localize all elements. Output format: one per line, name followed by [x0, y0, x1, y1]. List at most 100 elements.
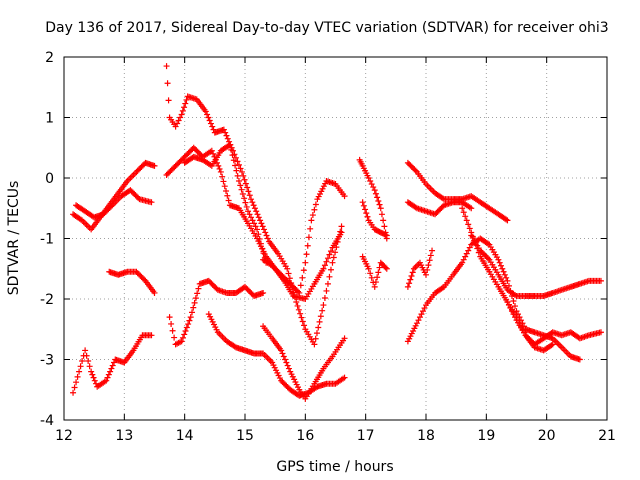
data-point [225, 142, 232, 149]
data-point [460, 209, 467, 216]
data-point [332, 249, 339, 256]
series-arc-13 [359, 199, 390, 239]
data-point [299, 318, 306, 325]
data-point [208, 147, 215, 154]
data-point [76, 368, 83, 375]
data-point [413, 320, 420, 327]
data-point [246, 192, 253, 199]
data-point [279, 350, 286, 357]
data-point [312, 335, 319, 342]
data-point [302, 259, 309, 266]
data-point [251, 205, 258, 212]
data-point [459, 259, 466, 266]
data-point [85, 358, 92, 365]
data-point [257, 240, 264, 247]
data-point [301, 322, 308, 329]
data-point [504, 299, 511, 306]
data-point [192, 295, 199, 302]
data-point [91, 377, 98, 384]
data-point [308, 217, 315, 224]
series-arc-14 [359, 253, 390, 290]
data-point [179, 107, 186, 114]
data-point [317, 313, 324, 320]
data-point [418, 311, 425, 318]
data-point [412, 167, 419, 174]
data-point [326, 273, 333, 280]
data-point [439, 284, 446, 291]
y-tick-label: 0 [45, 171, 54, 187]
data-point [164, 80, 171, 87]
series-arc-20 [504, 299, 556, 354]
data-point [89, 371, 96, 378]
data-point [151, 162, 158, 169]
data-point [182, 327, 189, 334]
data-point [285, 365, 292, 372]
data-point [245, 208, 252, 215]
data-point [254, 226, 261, 233]
data-point [241, 176, 248, 183]
data-point [260, 250, 267, 257]
data-point [375, 197, 382, 204]
data-point [262, 229, 269, 236]
data-point [108, 365, 115, 372]
data-point [70, 389, 77, 396]
data-point [107, 368, 114, 375]
x-tick-label: 18 [417, 428, 435, 444]
data-point [105, 371, 112, 378]
data-point [376, 264, 383, 271]
data-point [374, 274, 381, 281]
data-point [407, 276, 414, 283]
data-point [86, 363, 93, 370]
data-point [221, 183, 228, 190]
data-point [319, 307, 326, 314]
data-point [181, 331, 188, 338]
data-point [316, 318, 323, 325]
data-point [191, 299, 198, 306]
data-point [298, 314, 305, 321]
data-point [228, 146, 235, 153]
data-point [505, 302, 512, 309]
x-tick-label: 15 [236, 428, 254, 444]
data-point [338, 223, 345, 230]
data-point [330, 254, 337, 261]
data-point [309, 212, 316, 219]
data-point [238, 168, 245, 175]
data-point [409, 269, 416, 276]
series-arc-11 [260, 323, 348, 402]
data-point [501, 271, 508, 278]
data-point [371, 187, 378, 194]
data-point [188, 309, 195, 316]
data-point [504, 217, 511, 224]
data-point [71, 384, 78, 391]
data-point [496, 259, 503, 266]
x-tick-label: 19 [477, 428, 495, 444]
data-point [372, 190, 379, 197]
series-arc-16 [404, 199, 475, 218]
data-point [508, 308, 515, 315]
data-point [249, 199, 256, 206]
data-point [359, 199, 366, 206]
data-point [311, 206, 318, 213]
data-point [499, 265, 506, 272]
data-point [327, 266, 334, 273]
data-point [107, 203, 114, 210]
data-point [503, 216, 510, 223]
data-point [224, 192, 231, 199]
data-point [307, 225, 314, 232]
data-point [284, 362, 291, 369]
data-point [244, 184, 251, 191]
data-point [468, 205, 475, 212]
y-tick-label: -1 [40, 232, 54, 248]
x-tick-label: 13 [115, 428, 133, 444]
data-point [223, 187, 230, 194]
series-arc-12 [356, 156, 390, 242]
data-point [79, 358, 86, 365]
data-point [255, 231, 262, 238]
data-point [485, 255, 492, 262]
series-arc-2 [73, 187, 155, 221]
data-point [297, 310, 304, 317]
data-point [255, 214, 262, 221]
data-point [182, 100, 189, 107]
data-point [311, 341, 318, 348]
